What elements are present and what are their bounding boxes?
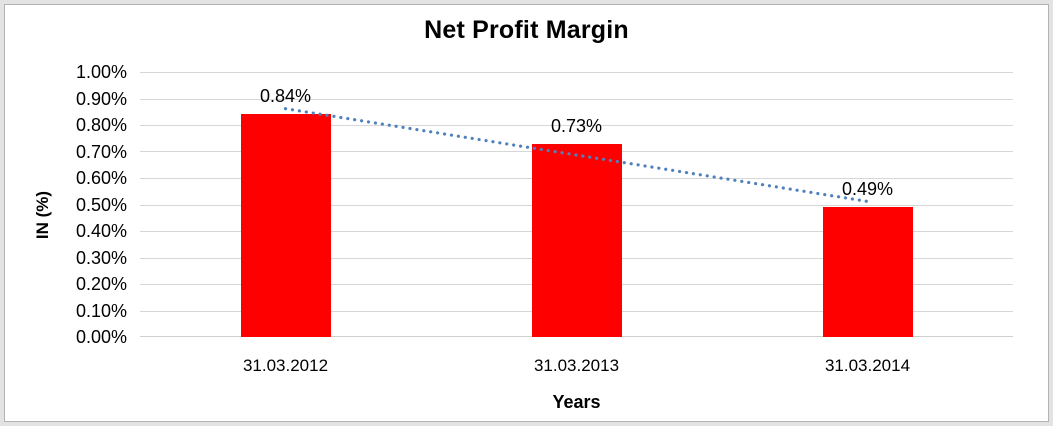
y-axis-tick-label: 0.60% (75, 168, 127, 188)
y-axis-tick-label: 0.40% (75, 221, 127, 241)
y-axis-tick-label: 1.00% (75, 62, 127, 82)
y-axis-tick-label: 0.20% (75, 274, 127, 294)
bar-data-label: 0.73% (550, 115, 603, 136)
bar (240, 114, 331, 337)
y-axis-tick-label: 0.10% (75, 300, 127, 321)
trendline-dotted-line (283, 107, 870, 204)
y-axis-tick-label: 0.70% (75, 141, 127, 162)
gridline (140, 72, 1013, 73)
trendline (283, 107, 870, 204)
x-axis-title: Years (552, 392, 601, 412)
bar-data-label: 0.84% (259, 86, 312, 107)
bar (531, 143, 622, 337)
x-axis-category-label: 31.03.2013 (533, 356, 620, 375)
gridline (140, 99, 1013, 100)
y-axis-tick-label: 0.30% (75, 247, 127, 268)
bar-data-label: 0.49% (841, 179, 894, 200)
gridline (140, 125, 1013, 126)
x-axis-category-label: 31.03.2012 (242, 356, 329, 375)
y-axis-tick-label: 0.00% (75, 327, 127, 347)
y-axis-tick-label: 0.80% (75, 115, 127, 135)
y-axis-tick-label: 0.90% (75, 88, 127, 109)
chart-title: Net Profit Margin (424, 16, 629, 44)
bar (822, 207, 913, 337)
plot-area (140, 72, 1013, 337)
x-axis-category-label: 31.03.2014 (824, 356, 911, 375)
y-axis-tick-label: 0.50% (75, 194, 127, 215)
